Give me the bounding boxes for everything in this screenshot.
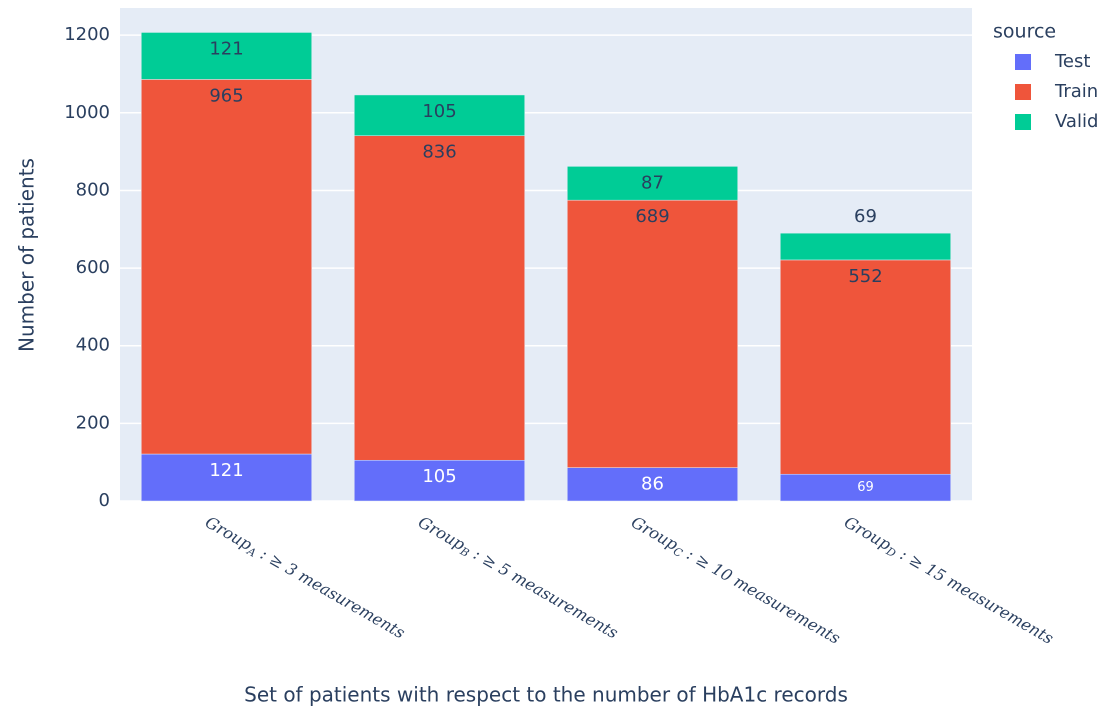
- data-label: 69: [857, 480, 874, 495]
- bar-segment: [354, 459, 525, 502]
- data-label: 105: [422, 101, 456, 122]
- bar-segment: [141, 32, 312, 80]
- bar-segment: [780, 473, 951, 502]
- y-tick-label: 0: [99, 490, 110, 511]
- y-tick-label: 600: [76, 257, 110, 278]
- y-tick-label: 200: [76, 412, 110, 433]
- bar-segment: [567, 199, 738, 468]
- y-tick-label: 1000: [64, 102, 110, 123]
- legend-swatch: [1015, 54, 1031, 70]
- bar-segment: [567, 467, 738, 502]
- x-axis-title: Set of patients with respect to the numb…: [244, 683, 848, 707]
- bar-segment: [780, 259, 951, 475]
- bar-segment: [354, 135, 525, 461]
- data-label: 121: [209, 460, 243, 481]
- data-label: 69: [854, 206, 877, 227]
- data-label: 121: [209, 38, 243, 59]
- x-tick-label: GroupD : ≥ 15 measurements: [840, 512, 1057, 650]
- data-label: 86: [641, 474, 664, 495]
- data-label: 87: [641, 172, 664, 193]
- legend-label: Valid: [1055, 111, 1098, 132]
- x-tick-label: GroupC : ≥ 10 measurements: [627, 512, 844, 650]
- data-label: 552: [848, 266, 882, 287]
- data-label: 965: [209, 85, 243, 106]
- x-tick-label: GroupA : ≥ 3 measurements: [201, 512, 409, 644]
- y-tick-label: 1200: [64, 24, 110, 45]
- legend-label: Test: [1054, 51, 1090, 72]
- data-label: 836: [422, 142, 456, 163]
- y-axis-title: Number of patients: [15, 158, 39, 352]
- y-tick-label: 400: [76, 335, 110, 356]
- bar-segment: [567, 166, 738, 201]
- bar-segment: [780, 232, 951, 261]
- data-label: 689: [635, 206, 669, 227]
- legend-title: source: [993, 21, 1056, 43]
- legend-label: Train: [1054, 81, 1098, 102]
- bar-segment: [354, 94, 525, 136]
- legend-swatch: [1015, 84, 1031, 100]
- data-label: 105: [422, 466, 456, 487]
- legend-swatch: [1015, 114, 1031, 130]
- bar-segment: [141, 79, 312, 455]
- y-tick-label: 800: [76, 179, 110, 200]
- x-tick-label: GroupB : ≥ 5 measurements: [414, 512, 622, 644]
